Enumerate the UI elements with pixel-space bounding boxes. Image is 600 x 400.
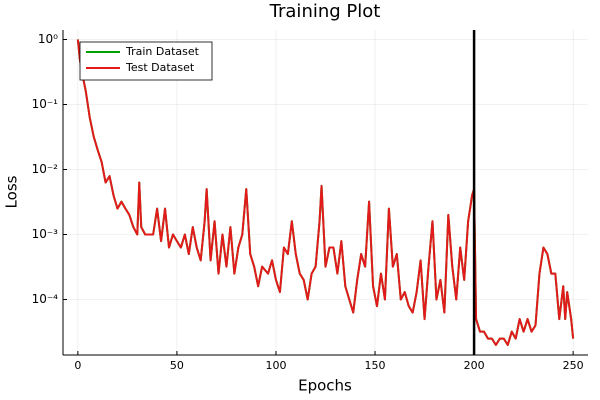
y-tick-label: 10⁻⁴ bbox=[32, 292, 59, 306]
legend-box bbox=[79, 41, 213, 81]
x-tick-label: 100 bbox=[265, 359, 286, 372]
x-tick-label: 50 bbox=[170, 359, 184, 372]
legend-label: Train Dataset bbox=[125, 45, 200, 58]
x-axis-label: Epochs bbox=[298, 377, 352, 395]
y-axis-label: Loss bbox=[3, 175, 21, 208]
x-tick-label: 0 bbox=[74, 359, 81, 372]
legend-label: Test Dataset bbox=[125, 61, 195, 74]
y-tick-label: 10⁻² bbox=[32, 162, 59, 176]
y-tick-label: 10⁰ bbox=[38, 32, 58, 46]
chart-title: Training Plot bbox=[269, 1, 381, 22]
x-tick-label: 250 bbox=[563, 359, 584, 372]
series-line bbox=[76, 39, 575, 346]
x-tick-label: 200 bbox=[464, 359, 485, 372]
x-tick-label: 150 bbox=[365, 359, 386, 372]
y-tick-label: 10⁻¹ bbox=[32, 97, 59, 111]
y-tick-label: 10⁻³ bbox=[32, 227, 59, 241]
series-line bbox=[76, 39, 575, 346]
